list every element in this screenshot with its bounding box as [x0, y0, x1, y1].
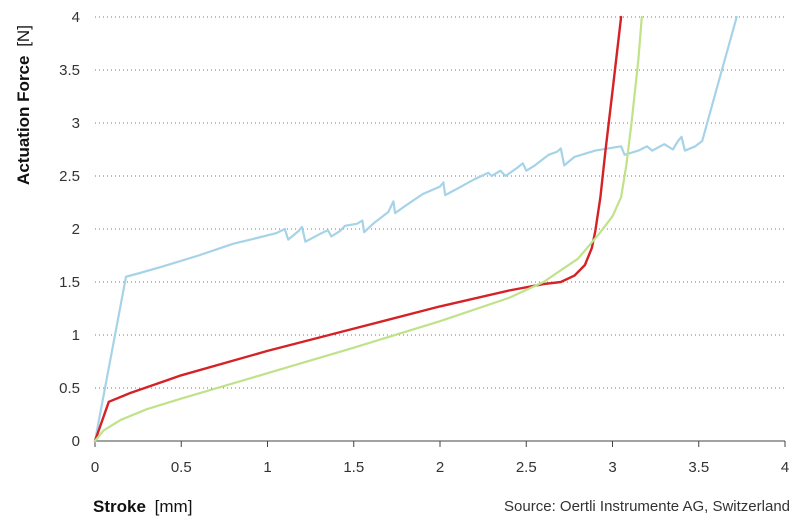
y-tick-label: 3 — [72, 115, 80, 132]
x-tick-label: 1.5 — [343, 459, 364, 476]
x-tick-label: 3.5 — [688, 459, 709, 476]
x-tick-label: 0 — [91, 459, 99, 476]
series-line-3 — [93, 15, 643, 443]
y-tick-label: 0.5 — [59, 380, 80, 397]
x-tick-label: 2 — [436, 459, 444, 476]
y-axis-title-unit: [N] — [14, 25, 33, 47]
axes — [94, 440, 786, 447]
x-tick-label: 4 — [781, 459, 789, 476]
y-tick-label: 4 — [72, 9, 80, 26]
series-line-1 — [93, 15, 738, 443]
y-tick-label: 1 — [72, 327, 80, 344]
y-tick-label: 2 — [72, 221, 80, 238]
y-axis-title-name: Actuation Force — [14, 56, 33, 185]
series-line-2 — [93, 15, 623, 443]
x-axis-title: Stroke [mm] — [93, 497, 192, 516]
series-lines — [93, 15, 738, 443]
y-tick-labels: 0 0.5 1 1.5 2 2.5 3 3.5 4 — [59, 9, 80, 450]
y-tick-label: 3.5 — [59, 62, 80, 79]
y-tick-label: 2.5 — [59, 168, 80, 185]
y-tick-label: 0 — [72, 433, 80, 450]
y-tick-label: 1.5 — [59, 274, 80, 291]
x-tick-label: 1 — [263, 459, 271, 476]
x-tick-label: 3 — [608, 459, 616, 476]
x-axis-title-name: Stroke — [93, 497, 146, 516]
x-tick-label: 0.5 — [171, 459, 192, 476]
y-axis-title: Actuation Force [N] — [14, 25, 33, 185]
source-note: Source: Oertli Instrumente AG, Switzerla… — [504, 498, 790, 515]
x-axis-title-unit: [mm] — [155, 497, 193, 516]
x-tick-labels: 0 0.5 1 1.5 2 2.5 3 3.5 4 — [91, 459, 789, 476]
x-tick-label: 2.5 — [516, 459, 537, 476]
gridlines — [95, 16, 785, 389]
